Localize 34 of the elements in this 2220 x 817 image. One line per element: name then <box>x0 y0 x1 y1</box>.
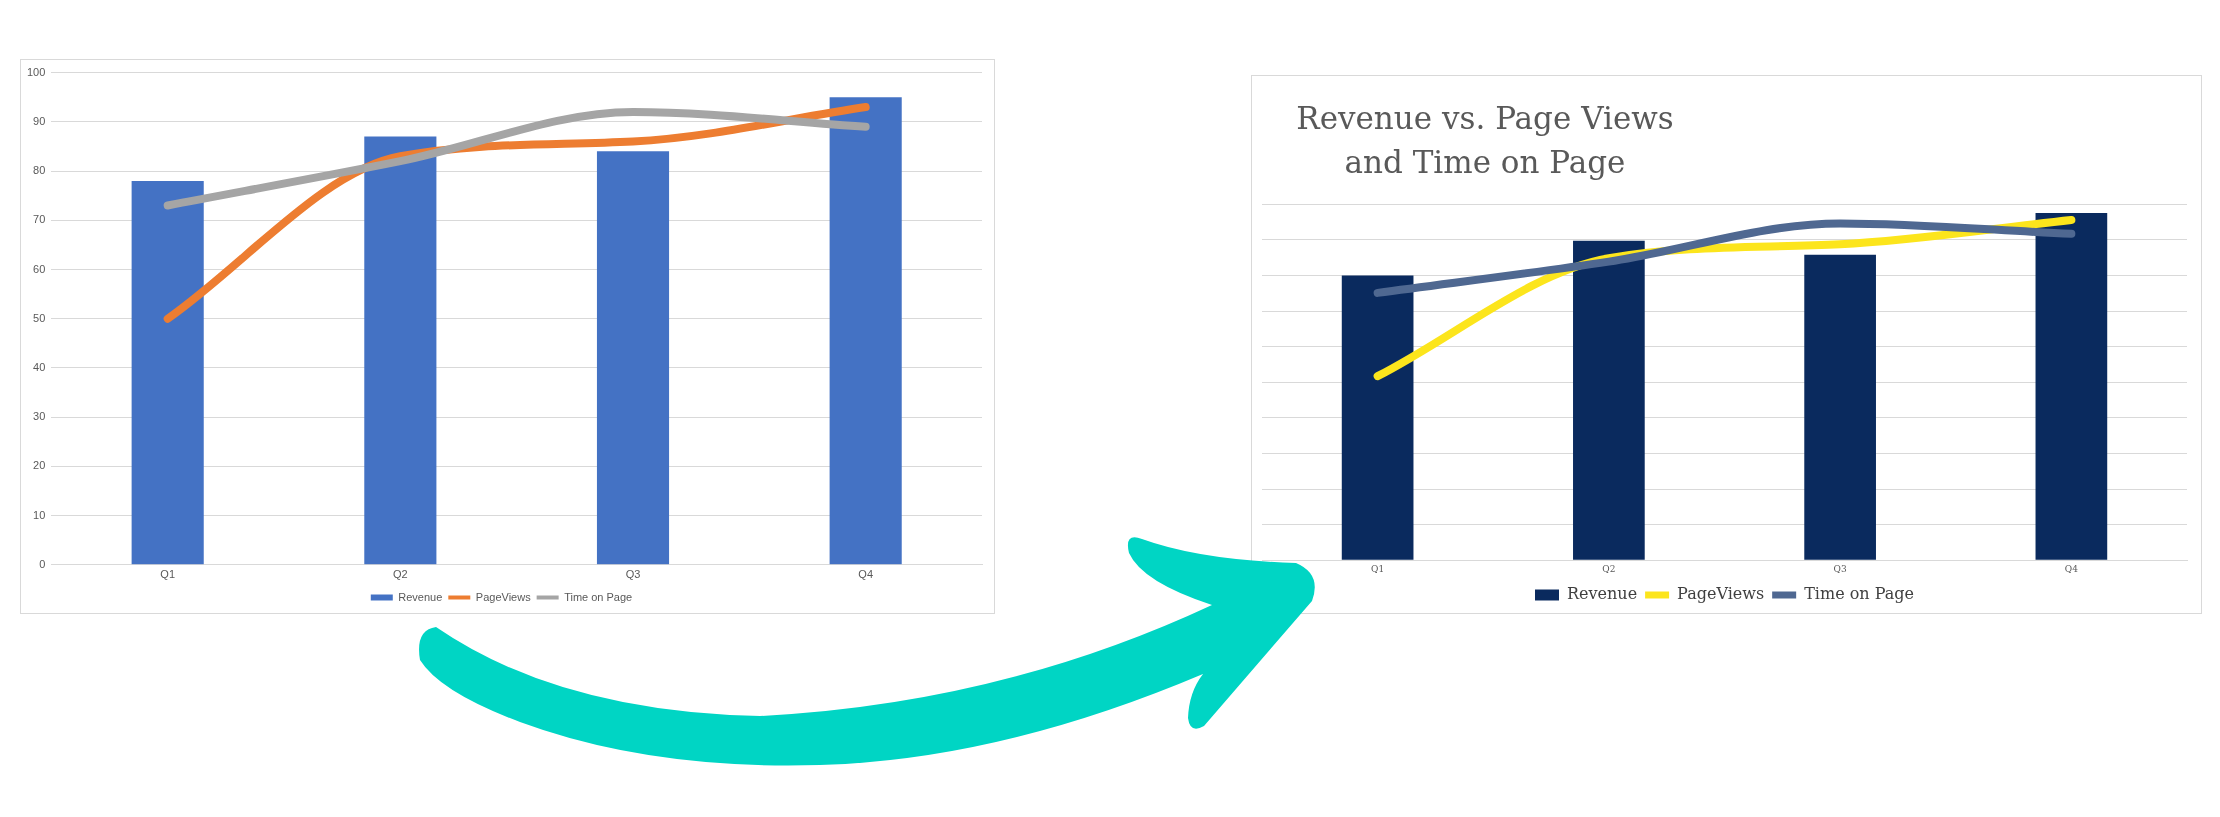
legend-label: Time on Page <box>1804 584 1915 604</box>
bar <box>1341 275 1414 560</box>
y-tick-label: 90 <box>33 114 46 127</box>
bar <box>2035 213 2108 560</box>
y-tick-label: 0 <box>39 557 46 570</box>
x-tick-label: Q1 <box>1371 563 1385 574</box>
x-tick-label: Q3 <box>1833 563 1847 574</box>
legend-label: Time on Page <box>564 590 633 603</box>
legend-label: Revenue <box>398 590 443 603</box>
y-tick-label: 80 <box>33 164 46 177</box>
y-tick-label: 30 <box>33 410 46 423</box>
bar <box>1573 240 1645 560</box>
x-tick-label: Q4 <box>858 568 874 581</box>
x-tick-label: Q4 <box>2064 563 2079 574</box>
y-tick-label: 40 <box>33 360 46 373</box>
legend-label: PageViews <box>1677 584 1765 604</box>
bar <box>364 136 437 565</box>
y-tick-label: 20 <box>33 459 46 472</box>
y-tick-label: 50 <box>33 311 46 324</box>
x-tick-label: Q3 <box>625 568 641 581</box>
y-tick-label: 10 <box>33 508 46 521</box>
y-tick-label: 100 <box>26 65 46 78</box>
x-tick-label: Q2 <box>393 568 408 581</box>
bar <box>131 180 204 565</box>
y-tick-label: 70 <box>33 213 46 226</box>
x-tick-label: Q2 <box>1602 563 1616 574</box>
bar <box>596 151 670 565</box>
chart-title: Revenue vs. Page Views and Time on Page <box>1295 99 1675 182</box>
legend-label: PageViews <box>475 590 532 603</box>
bar <box>829 97 902 565</box>
y-tick-label: 60 <box>33 262 46 275</box>
legend-label: Revenue <box>1567 584 1638 604</box>
x-tick-label: Q1 <box>160 568 176 581</box>
bar <box>1804 254 1876 560</box>
